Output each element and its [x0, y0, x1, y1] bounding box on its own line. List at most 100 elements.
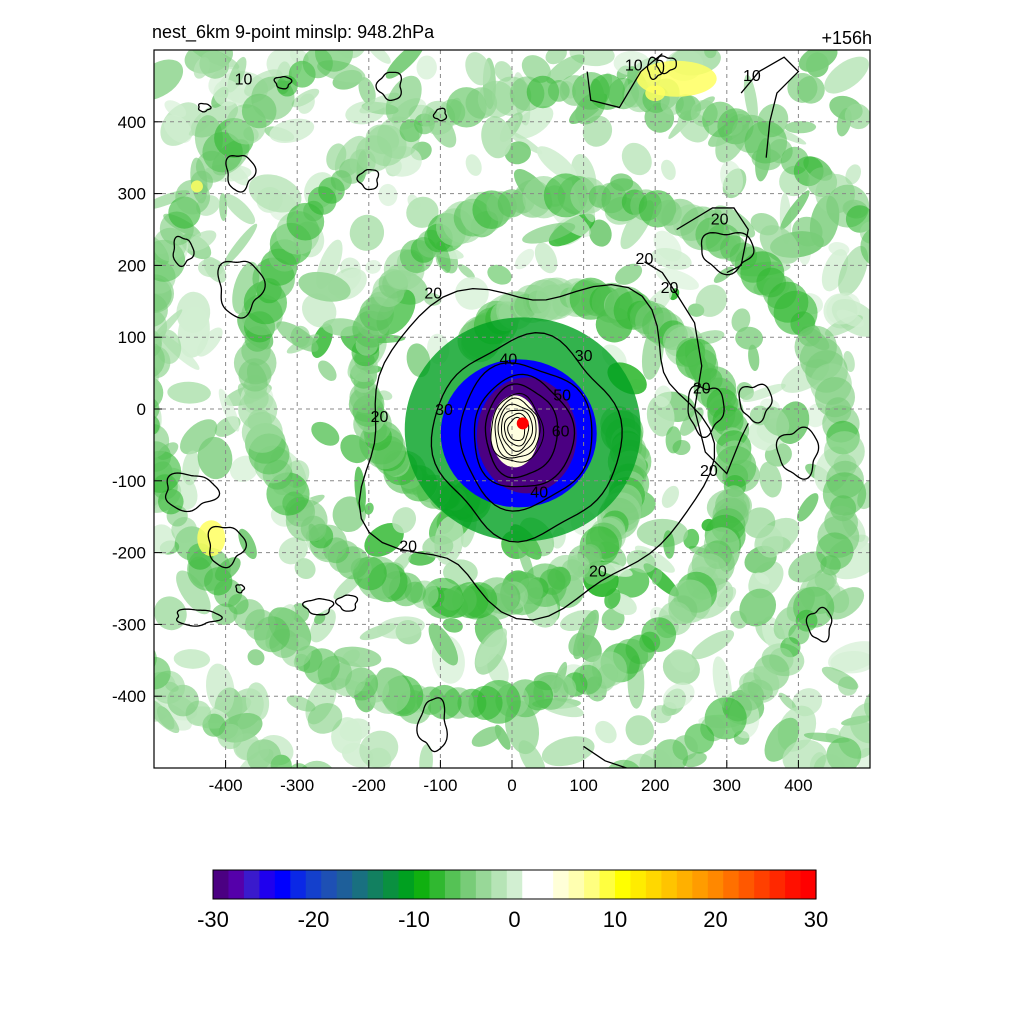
spiral-band-patch	[521, 0, 565, 9]
x-axis: -400 -300 -200 -100 0 100 200 300 400	[209, 760, 813, 795]
contour-loop	[356, 168, 380, 191]
spiral-band-patch	[923, 355, 964, 396]
field-patch	[731, 308, 751, 333]
x-tick-label: -100	[423, 776, 457, 795]
spiral-band-patch	[934, 380, 961, 407]
contour-10-north	[586, 53, 663, 109]
y-tick-label: 200	[118, 256, 146, 275]
field-patch	[367, 50, 391, 64]
contour-eyewall	[494, 397, 541, 459]
field-patch	[749, 405, 770, 426]
field-patch	[309, 608, 336, 643]
field-patch	[458, 264, 475, 279]
field-patch	[428, 623, 459, 666]
colorbar-swatch	[537, 870, 554, 899]
field-patch	[759, 461, 782, 498]
contour-loop	[432, 107, 448, 122]
field-patch	[805, 52, 829, 78]
colorbar-swatch	[460, 870, 477, 899]
contour-20-south	[583, 745, 627, 768]
field-patch	[536, 146, 577, 181]
colorbar-swatch	[383, 870, 400, 899]
contour-loop	[700, 232, 755, 276]
field-patch	[739, 588, 777, 627]
contour-10-northeast	[740, 56, 800, 158]
contour-label: 30	[435, 402, 453, 419]
contour-20	[358, 283, 716, 621]
field-patch	[646, 395, 675, 437]
field-patch	[365, 747, 392, 768]
colorbar-swatch	[305, 870, 322, 899]
field-patch	[276, 321, 319, 352]
contour-label: 40	[500, 352, 518, 369]
spiral-band-patch	[813, 754, 846, 768]
field-patch	[455, 276, 489, 310]
field-patch	[695, 284, 728, 317]
chart-title: nest_6km 9-point minslp: 948.2hPa	[152, 22, 435, 43]
spiral-band-patch	[920, 584, 951, 615]
field-patch	[513, 106, 554, 139]
spiral-band-patch	[907, 621, 937, 651]
spiral-band-patch	[154, 656, 171, 690]
field-patch	[844, 103, 870, 130]
spiral-band-patch	[893, 274, 929, 310]
shaded-field	[63, 0, 964, 768]
contour-loop	[805, 606, 833, 643]
colorbar: -30 -20 -10 0 10 20 30	[197, 869, 828, 932]
field-patch	[588, 219, 612, 247]
contour-eyewall	[490, 392, 545, 463]
contour-label: 20	[636, 251, 654, 268]
y-tick-label: 100	[118, 328, 146, 347]
colorbar-swatch	[723, 870, 740, 899]
field-patch	[636, 518, 689, 548]
spiral-band-patch	[608, 759, 640, 768]
field-patch	[392, 507, 417, 534]
field-patch	[541, 736, 595, 767]
field-patch	[651, 568, 663, 585]
field-patch	[294, 558, 316, 580]
spiral-band-patch	[585, 0, 627, 8]
spiral-band-patch	[290, 763, 308, 768]
contour-eyewall	[503, 412, 530, 447]
x-tick-label: 400	[784, 776, 812, 795]
field-patch	[518, 740, 546, 768]
colorbar-tick-label: -20	[298, 907, 330, 932]
colorbar-swatch	[661, 870, 678, 899]
field-patch	[821, 666, 859, 690]
field-patch	[326, 143, 347, 171]
field-patch	[164, 100, 187, 118]
colorbar-swatch	[228, 870, 245, 899]
field-patch	[358, 77, 376, 105]
contour-label: 10	[743, 68, 761, 85]
spiral-band-patch	[876, 245, 908, 277]
spiral-band-patch	[615, 0, 640, 1]
field-patch	[385, 75, 422, 124]
spiral-band-patch	[63, 545, 87, 569]
plot-area: 10 10 10 20 20 20 20 20 20 20 20 20 30 30 40 40 50 60	[63, 0, 964, 768]
spiral-band-patch	[920, 560, 962, 602]
colorbar-swatch	[352, 870, 369, 899]
field-patch	[364, 523, 404, 557]
contour-loop	[172, 235, 195, 268]
contour-loop	[738, 383, 773, 424]
field-patch	[743, 74, 758, 125]
colorbar-swatch	[398, 870, 415, 899]
field-patch	[626, 550, 656, 573]
colorbar-swatch	[568, 870, 585, 899]
colorbar-swatch	[800, 870, 817, 899]
field-patch	[546, 54, 585, 84]
field-patch	[604, 588, 621, 609]
field-patch	[318, 360, 337, 381]
field-patch	[504, 141, 531, 165]
colorbar-swatch	[475, 870, 492, 899]
colorbar-swatch	[769, 870, 786, 899]
field-patch	[836, 309, 864, 328]
field-patch	[625, 715, 655, 746]
contour-label: 20	[711, 212, 729, 229]
colorbar-tick-label: 10	[603, 907, 627, 932]
y-tick-label: -300	[112, 615, 146, 634]
field-patch	[154, 696, 180, 734]
spiral-band-patch	[154, 415, 160, 435]
y-tick-label: -400	[112, 687, 146, 706]
